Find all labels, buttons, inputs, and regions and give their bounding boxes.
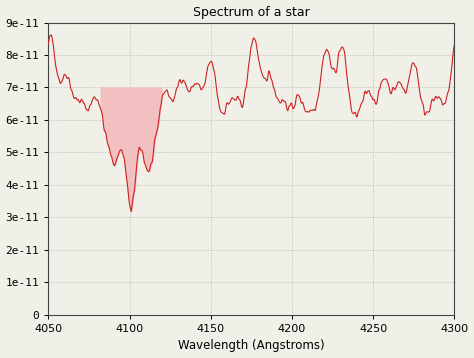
Title: Spectrum of a star: Spectrum of a star xyxy=(193,6,310,19)
X-axis label: Wavelength (Angstroms): Wavelength (Angstroms) xyxy=(178,339,325,352)
